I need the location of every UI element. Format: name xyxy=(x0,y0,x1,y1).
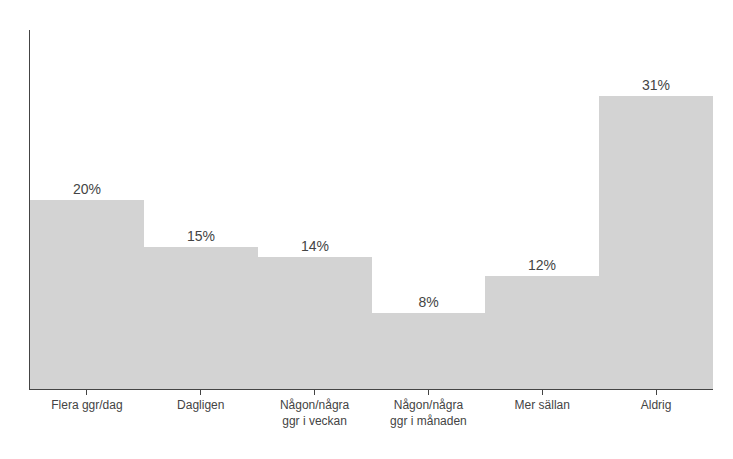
svg-text:Någon/någraggr i veckan: Någon/någraggr i veckan xyxy=(280,398,350,428)
svg-text:Dagligen: Dagligen xyxy=(177,398,224,412)
svg-text:31%: 31% xyxy=(642,77,670,93)
svg-text:Aldrig: Aldrig xyxy=(641,398,672,412)
svg-text:Flera ggr/dag: Flera ggr/dag xyxy=(51,398,122,412)
svg-text:8%: 8% xyxy=(418,294,438,310)
svg-text:Någon/någraggr i månaden: Någon/någraggr i månaden xyxy=(390,398,467,428)
svg-text:15%: 15% xyxy=(187,228,215,244)
svg-text:14%: 14% xyxy=(301,238,329,254)
svg-text:20%: 20% xyxy=(73,181,101,197)
svg-text:12%: 12% xyxy=(528,257,556,273)
svg-text:Mer sällan: Mer sällan xyxy=(515,398,570,412)
